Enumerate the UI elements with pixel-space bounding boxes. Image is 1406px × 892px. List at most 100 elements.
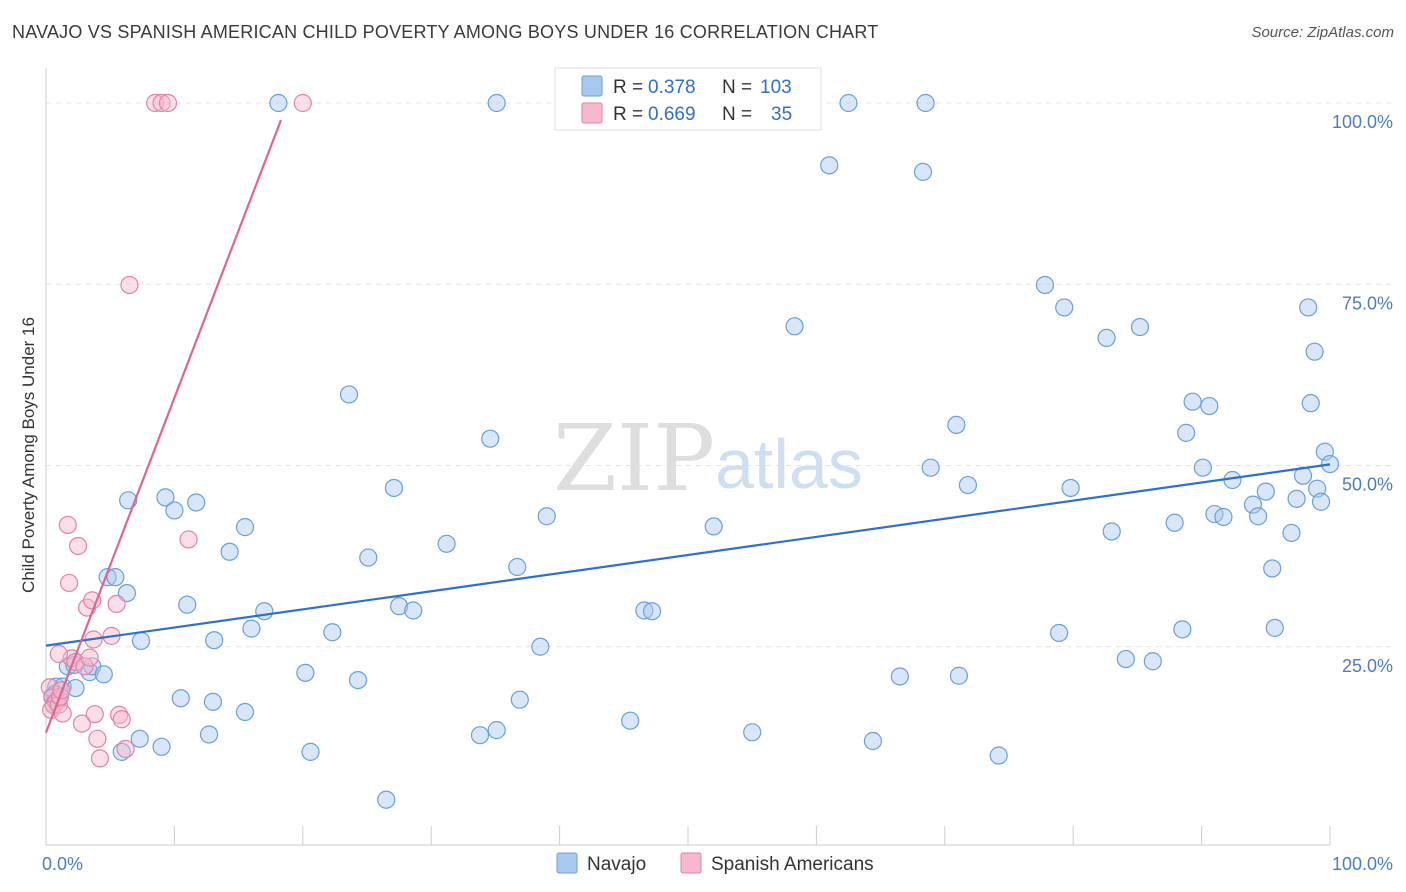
navajo-point — [863, 731, 882, 751]
navajo-point — [359, 548, 378, 567]
stats-legend: R = 0.378 N = 103 R = 0.669 N = 35 — [554, 67, 822, 131]
navajo-point — [404, 601, 423, 620]
spanish-point — [88, 729, 107, 748]
spanish-point — [107, 594, 126, 614]
navajo-point — [203, 692, 223, 711]
navajo-point — [66, 678, 85, 698]
axes — [45, 68, 1331, 846]
spanish-point — [75, 657, 94, 676]
navajo-point — [921, 458, 940, 477]
spanish-point — [83, 591, 102, 610]
grid-lines — [46, 102, 1395, 648]
navajo-point — [377, 790, 396, 809]
watermark: ZIP atlas — [553, 405, 863, 512]
navajo-point — [1177, 423, 1196, 442]
navajo-point — [1049, 623, 1069, 643]
spanish-point — [90, 749, 110, 768]
y-tick-label: 75.0% — [1342, 293, 1393, 313]
trend-lines — [44, 119, 1331, 734]
navajo-point — [131, 631, 151, 651]
navajo-point — [1061, 478, 1080, 498]
navajo-point — [1256, 482, 1275, 501]
spanish-point — [116, 739, 135, 759]
navajo-point — [1130, 317, 1150, 337]
navajo-point — [220, 542, 239, 561]
navajo-point — [531, 637, 550, 656]
navajo-point — [235, 702, 255, 722]
navajo-point — [1143, 652, 1162, 671]
legend-n-value: 103 — [760, 77, 792, 98]
navajo-point — [1193, 458, 1212, 477]
spanish-point — [85, 705, 104, 724]
navajo-point — [205, 631, 224, 650]
navajo-point — [255, 602, 274, 621]
navajo-point — [1301, 394, 1320, 413]
navajo-point — [635, 601, 654, 620]
navajo-point — [839, 93, 858, 113]
x-tick-label: 0.0% — [42, 854, 83, 874]
navajo-point — [384, 478, 404, 498]
series-legend-label-spanish: Spanish Americans — [711, 854, 874, 875]
navajo-point — [916, 93, 935, 113]
navajo-point — [510, 690, 529, 709]
navajo-point — [1265, 618, 1284, 638]
navajo-point — [913, 162, 933, 181]
spanish-point — [158, 93, 178, 113]
series-legend-swatch-navajo — [556, 852, 578, 874]
navajo-point — [348, 670, 368, 690]
navajo-point — [743, 723, 762, 742]
navajo-point — [106, 568, 125, 587]
spanish-point — [60, 573, 79, 593]
navajo-point — [269, 93, 288, 113]
legend-swatch-spanish — [581, 102, 603, 124]
y-tick-label: 100.0% — [1332, 112, 1393, 132]
navajo-point — [1200, 396, 1219, 416]
spanish-point — [49, 644, 68, 664]
spanish-point — [179, 530, 198, 549]
navajo-point — [1116, 649, 1135, 669]
spanish-point — [146, 93, 165, 113]
watermark-zip: ZIP — [553, 405, 715, 512]
navajo-point — [323, 623, 342, 642]
series-legend-swatch-spanish — [680, 852, 702, 874]
navajo-point — [1102, 522, 1121, 541]
legend-r-value: 0.669 — [648, 104, 696, 125]
navajo-point — [339, 385, 359, 404]
navajo-point — [1165, 513, 1184, 532]
navajo-point — [437, 534, 456, 553]
x-tick-label: 100.0% — [1332, 854, 1393, 874]
navajo-point — [1183, 392, 1202, 411]
navajo-point — [1248, 507, 1268, 526]
navajo-point — [1263, 559, 1282, 578]
navajo-point — [785, 317, 804, 336]
navajo-point — [301, 742, 320, 761]
navajo-point — [296, 663, 315, 682]
legend-n-value: 35 — [771, 104, 792, 125]
navajo-point — [152, 737, 171, 756]
navajo-point — [470, 726, 490, 745]
source-label: Source: ZipAtlas.com — [1251, 24, 1394, 41]
navajo-point — [1305, 342, 1324, 361]
spanish-point — [72, 714, 92, 733]
navajo-point — [1035, 275, 1055, 295]
legend-r-label: R = — [613, 104, 643, 125]
navajo-point — [704, 517, 723, 536]
navajo-trendline — [45, 463, 1331, 647]
navajo-point — [156, 488, 175, 507]
spanish-point — [152, 93, 171, 113]
spanish-point — [58, 515, 77, 535]
spanish-point — [68, 536, 88, 556]
navajo-point — [487, 721, 506, 740]
spanish-trendline — [44, 119, 282, 734]
y-tick-label: 25.0% — [1342, 656, 1393, 676]
navajo-point — [621, 711, 640, 730]
navajo-point — [1311, 492, 1331, 511]
navajo-point — [187, 493, 206, 512]
x-tick-labels: 0.0% 100.0% — [42, 854, 1393, 874]
chart-title: NAVAJO VS SPANISH AMERICAN CHILD POVERTY… — [12, 22, 879, 42]
legend-r-value: 0.378 — [648, 77, 696, 98]
navajo-point — [820, 156, 839, 175]
navajo-point — [949, 666, 969, 685]
navajo-point — [890, 667, 909, 686]
watermark-atlas: atlas — [715, 425, 863, 503]
